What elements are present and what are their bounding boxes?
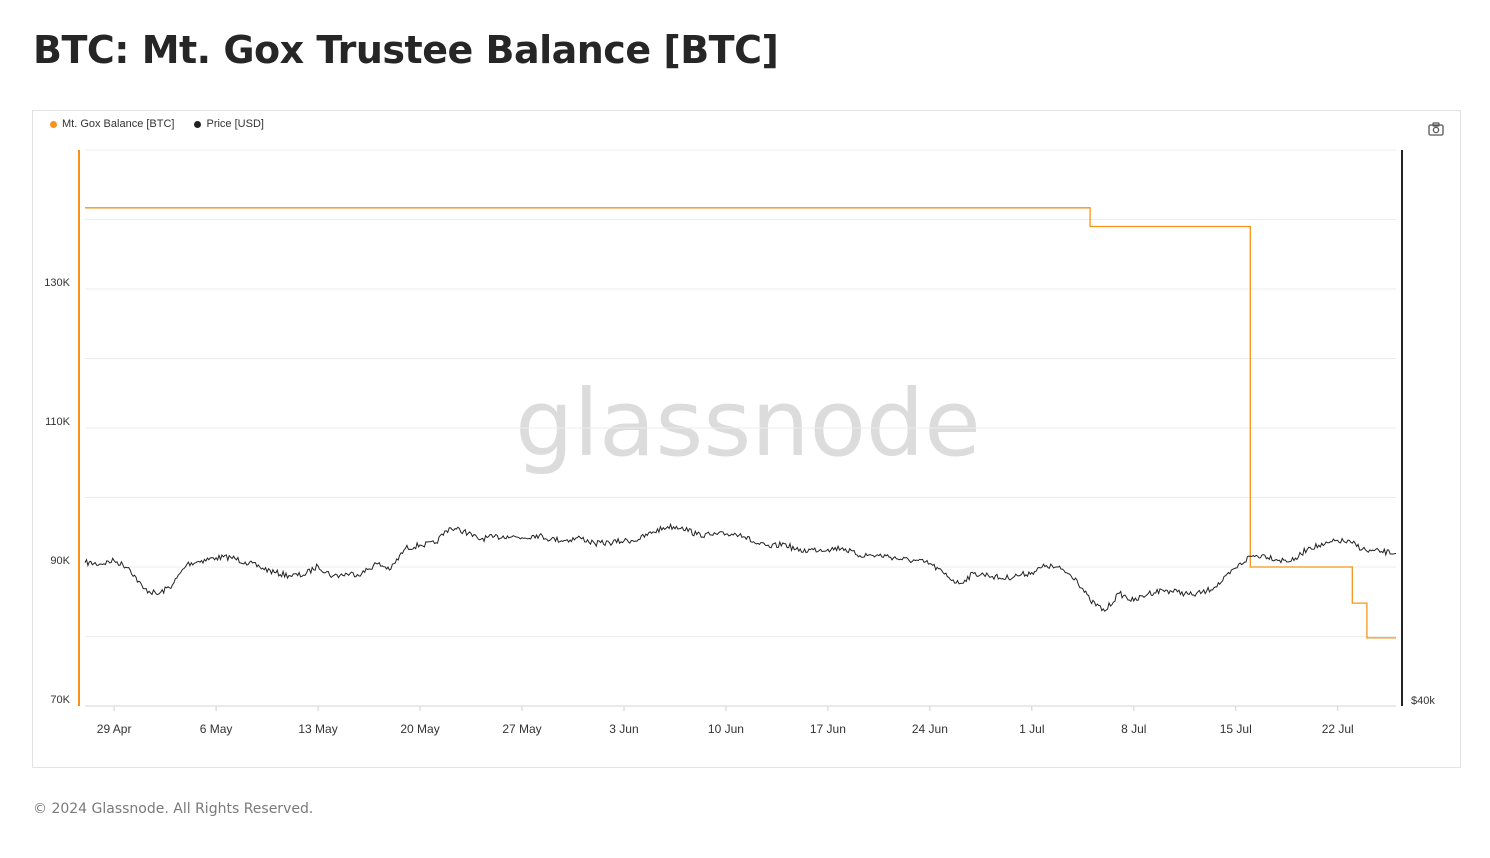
legend-item-balance[interactable]: Mt. Gox Balance [BTC] xyxy=(50,118,174,130)
x-tick-label: 20 May xyxy=(400,722,439,736)
chart-watermark: glassnode xyxy=(515,370,981,477)
x-tick-label: 22 Jul xyxy=(1322,722,1354,736)
chart-grid xyxy=(85,149,1396,707)
series-line-price xyxy=(84,522,1397,612)
legend-label-balance: Mt. Gox Balance [BTC] xyxy=(62,118,175,130)
x-tick-label: 17 Jun xyxy=(810,722,846,736)
x-tick-label: 10 Jun xyxy=(708,722,744,736)
series-line-balance xyxy=(85,207,1396,639)
x-tick-label: 27 May xyxy=(502,722,541,736)
chart-legend: Mt. Gox Balance [BTC] Price [USD] xyxy=(50,118,264,130)
x-tick-label: 13 May xyxy=(298,722,337,736)
legend-dot-balance xyxy=(50,120,57,128)
y-left-tick-label: 110K xyxy=(45,416,71,428)
right-axis: $40k xyxy=(1401,150,1435,707)
y-left-tick-label: 90K xyxy=(50,555,70,567)
legend-dot-price xyxy=(194,120,202,128)
x-tick-label: 1 Jul xyxy=(1019,722,1044,736)
x-tick-label: 24 Jun xyxy=(912,722,948,736)
x-tick-label: 15 Jul xyxy=(1220,722,1252,736)
x-tick-label: 8 Jul xyxy=(1121,722,1146,736)
left-axis: 130K 110K 90K 70K xyxy=(44,150,80,706)
legend-item-price[interactable]: Price [USD] xyxy=(194,118,264,130)
footer-copyright: © 2024 Glassnode. All Rights Reserved. xyxy=(33,801,314,817)
y-left-tick-label: 70K xyxy=(50,694,70,706)
x-axis: 29 Apr 6 May 13 May 20 May 27 May 3 Jun 10 Jun… xyxy=(97,706,1354,736)
x-tick-label: 3 Jun xyxy=(609,722,638,736)
camera-icon[interactable] xyxy=(1428,122,1444,136)
series-layer xyxy=(84,207,1397,639)
page-title: BTC: Mt. Gox Trustee Balance [BTC] xyxy=(33,28,779,72)
y-right-tick-label: $40k xyxy=(1411,695,1435,707)
y-left-tick-label: 130K xyxy=(44,277,70,289)
legend-label-price: Price [USD] xyxy=(206,118,264,130)
x-tick-label: 29 Apr xyxy=(97,722,132,736)
x-tick-label: 6 May xyxy=(200,722,233,736)
